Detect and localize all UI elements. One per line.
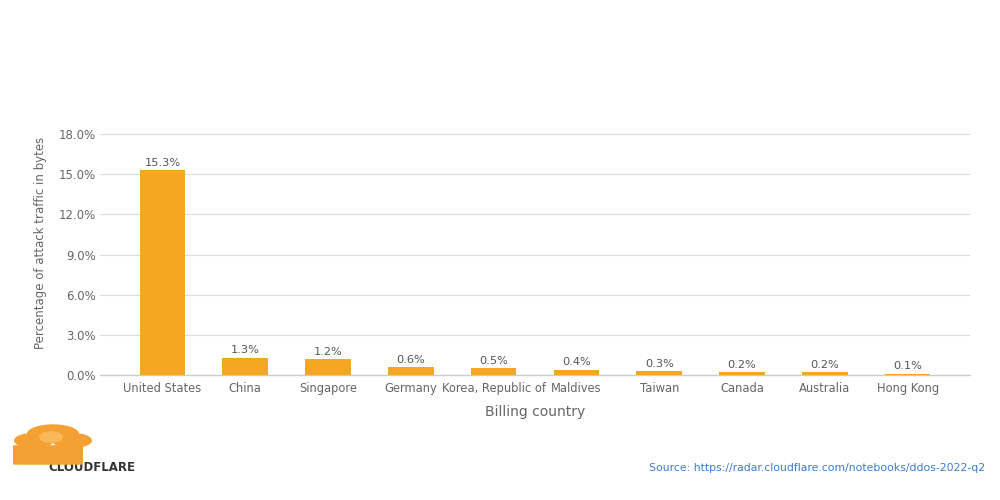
Text: 0.6%: 0.6% bbox=[396, 354, 425, 364]
Bar bbox=[554, 370, 599, 375]
FancyBboxPatch shape bbox=[13, 445, 83, 464]
Bar bbox=[719, 372, 765, 375]
Ellipse shape bbox=[39, 431, 63, 443]
Bar bbox=[222, 358, 268, 375]
Ellipse shape bbox=[14, 433, 54, 448]
Bar bbox=[885, 374, 930, 375]
Text: 0.1%: 0.1% bbox=[893, 362, 922, 372]
X-axis label: Billing country: Billing country bbox=[485, 404, 585, 418]
Text: Source: https://radar.cloudflare.com/notebooks/ddos-2022-q2: Source: https://radar.cloudflare.com/not… bbox=[649, 462, 985, 472]
Text: 0.2%: 0.2% bbox=[728, 360, 756, 370]
Text: CLOUDFLARE: CLOUDFLARE bbox=[48, 461, 136, 474]
Ellipse shape bbox=[52, 433, 92, 448]
Bar bbox=[305, 359, 351, 375]
Ellipse shape bbox=[27, 424, 79, 443]
Bar bbox=[388, 367, 434, 375]
Bar bbox=[802, 372, 848, 375]
Bar bbox=[140, 170, 185, 375]
Text: 0.5%: 0.5% bbox=[479, 356, 508, 366]
Text: 0.2%: 0.2% bbox=[810, 360, 839, 370]
Text: 0.4%: 0.4% bbox=[562, 357, 591, 367]
Text: 1.3%: 1.3% bbox=[231, 345, 260, 355]
Text: 1.2%: 1.2% bbox=[314, 346, 342, 356]
Text: 15.3%: 15.3% bbox=[144, 158, 180, 168]
Bar bbox=[471, 368, 516, 375]
Text: 0.3%: 0.3% bbox=[645, 358, 674, 368]
Bar bbox=[636, 371, 682, 375]
Y-axis label: Percentage of attack traffic in bytes: Percentage of attack traffic in bytes bbox=[34, 136, 47, 348]
Text: Network-Layer DDoS Attacks - Distribution of bytes by target country: Network-Layer DDoS Attacks - Distributio… bbox=[35, 36, 829, 54]
